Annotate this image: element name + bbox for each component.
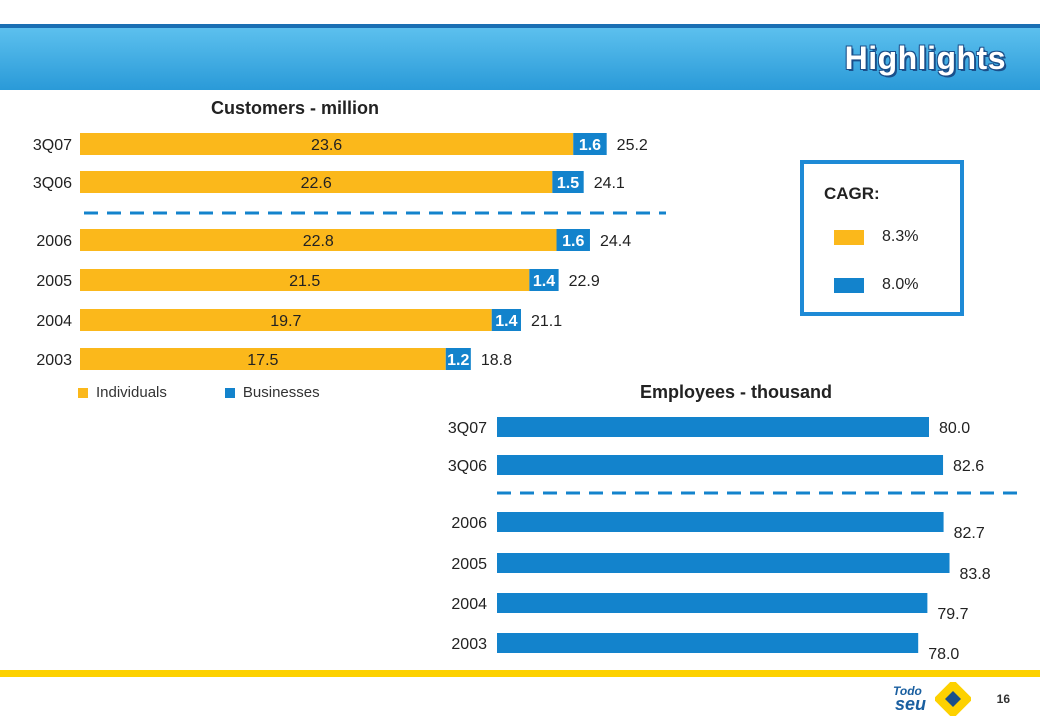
customers-bar-businesses: [445, 348, 471, 370]
customers-bar-individuals: [80, 229, 557, 251]
customers-category-label: 2005: [36, 273, 72, 290]
header-band: [0, 28, 1040, 90]
customers-total-label: 25.2: [617, 137, 648, 154]
customers-data-label-businesses: 1.6: [579, 137, 601, 154]
customers-total-label: 24.4: [600, 233, 631, 250]
logo-text-todo: Todo: [893, 684, 922, 698]
cagr-swatch-individuals: [834, 229, 864, 245]
customers-data-label-businesses: 1.4: [533, 273, 555, 290]
customers-category-label: 3Q06: [33, 175, 72, 192]
employees-bar: [497, 553, 950, 573]
customers-bar-businesses: [573, 133, 607, 155]
customers-total-label: 18.8: [481, 352, 512, 369]
customers-bar-individuals: [80, 171, 553, 193]
logo-text-seu: seu: [895, 694, 927, 714]
customers-category-label: 2004: [36, 313, 72, 330]
customers-category-label: 2006: [36, 233, 72, 250]
cagr-row-businesses: 8.0%: [834, 276, 918, 294]
employees-bar: [497, 633, 919, 653]
page-title: Highlights: [844, 40, 1006, 76]
legend-label-businesses: Businesses: [242, 384, 320, 401]
employees-value-label: 80.0: [939, 420, 970, 437]
customers-data-label-businesses: 1.5: [557, 175, 579, 192]
customers-bar-individuals: [80, 348, 446, 370]
customers-data-label-individuals: 22.8: [303, 233, 334, 250]
employees-value-label: 82.6: [953, 458, 984, 475]
employees-value-label: 78.0: [928, 646, 959, 663]
customers-chart-title: Customers - million: [211, 98, 380, 118]
employees-bar: [497, 417, 929, 437]
customers-category-label: 2003: [36, 352, 72, 369]
employees-value-label: 83.8: [960, 566, 991, 583]
customers-data-label-businesses: 1.4: [495, 313, 517, 330]
bank-logo-icon: [935, 682, 971, 716]
employees-category-label: 2005: [451, 556, 487, 573]
customers-data-label-individuals: 17.5: [247, 352, 278, 369]
customers-bar-individuals: [80, 269, 530, 291]
header-top-stripe: [0, 24, 1040, 28]
legend-swatch-businesses: [224, 387, 235, 398]
cagr-value-individuals: 8.3%: [882, 228, 919, 245]
cagr-title: CAGR:: [824, 184, 880, 203]
legend-label-individuals: Individuals: [96, 384, 167, 401]
customers-legend: Individuals Businesses: [78, 384, 378, 401]
customers-data-label-individuals: 23.6: [311, 137, 342, 154]
employees-category-label: 3Q07: [448, 420, 487, 437]
customers-category-label: 3Q07: [33, 137, 72, 154]
customers-bar-businesses: [491, 309, 521, 331]
customers-data-label-individuals: 22.6: [301, 175, 332, 192]
customers-total-label: 22.9: [569, 273, 600, 290]
cagr-row-individuals: 8.3%: [834, 228, 918, 246]
customers-total-label: 24.1: [594, 175, 625, 192]
legend-item-individuals: Individuals: [78, 384, 167, 401]
employees-category-label: 2006: [451, 515, 487, 532]
employees-bar: [497, 512, 944, 532]
customers-data-label-businesses: 1.6: [562, 233, 584, 250]
employees-category-label: 2004: [451, 596, 487, 613]
customers-bar-individuals: [80, 309, 492, 331]
footer-bar: [0, 670, 1040, 677]
employees-value-label: 82.7: [954, 525, 985, 542]
legend-swatch-individuals: [78, 387, 88, 398]
cagr-swatch-businesses: [834, 277, 864, 293]
customers-data-label-individuals: 19.7: [270, 313, 301, 330]
bank-logo: Todo seu: [893, 682, 983, 716]
customers-bar-businesses: [529, 269, 559, 291]
employees-bar: [497, 593, 928, 613]
customers-data-label-businesses: 1.2: [447, 352, 469, 369]
customers-bar-businesses: [552, 171, 584, 193]
employees-value-label: 79.7: [937, 606, 968, 623]
employees-bar: [497, 455, 944, 475]
employees-chart-title: Employees - thousand: [640, 382, 833, 402]
employees-category-label: 3Q06: [448, 458, 487, 475]
customers-bar-businesses: [556, 229, 590, 251]
customers-bar-individuals: [80, 133, 574, 155]
customers-total-label: 21.1: [531, 313, 562, 330]
page-number: 16: [996, 692, 1010, 706]
cagr-box: CAGR: 8.3% 8.0%: [800, 160, 964, 316]
customers-data-label-individuals: 21.5: [289, 273, 320, 290]
legend-item-businesses: Businesses: [224, 384, 320, 401]
employees-category-label: 2003: [451, 636, 487, 653]
cagr-value-businesses: 8.0%: [882, 276, 919, 293]
